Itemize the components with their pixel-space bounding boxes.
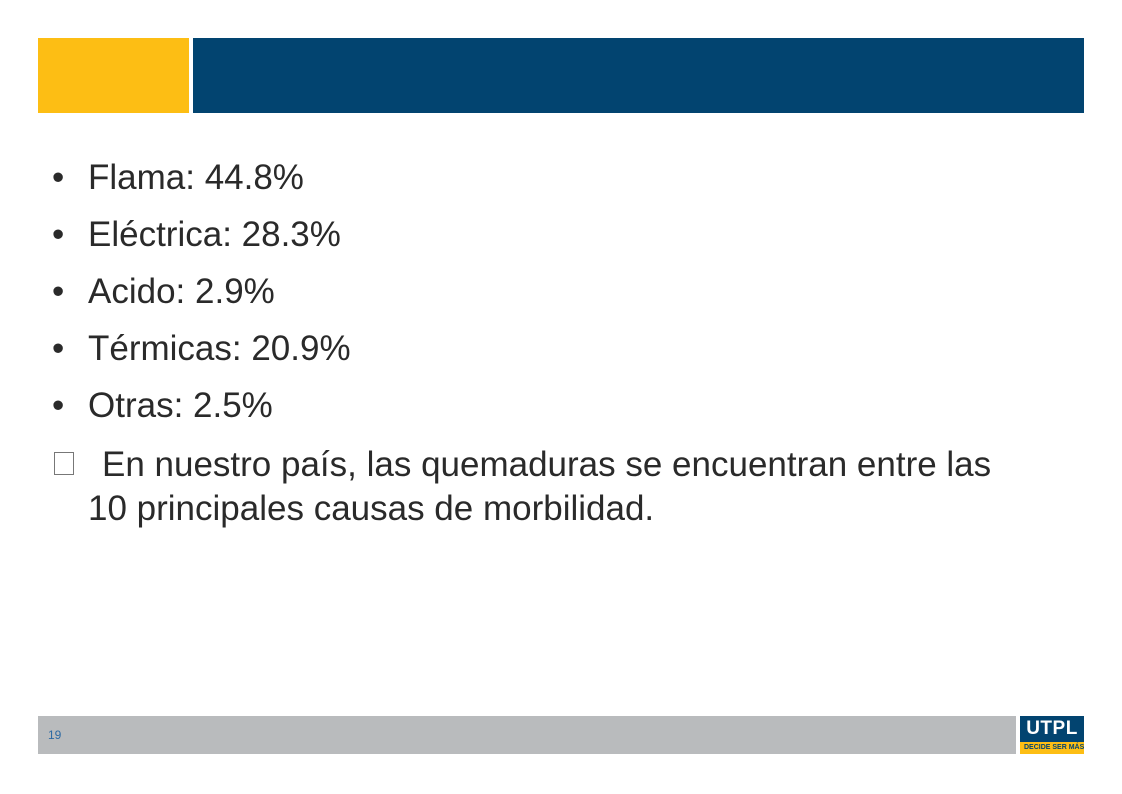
header-accent-block	[38, 38, 189, 113]
bullet-text: Acido: 2.9%	[88, 272, 275, 311]
bullet-item-termicas: • Térmicas: 20.9%	[52, 329, 1052, 386]
logo-tagline-band: DECIDE SER MÁS	[1020, 742, 1084, 754]
bullet-text: Eléctrica: 28.3%	[88, 215, 341, 254]
bullet-item-otras: • Otras: 2.5%	[52, 386, 1052, 443]
bullet-text: Flama: 44.8%	[88, 158, 304, 197]
bullet-dot: •	[52, 329, 65, 368]
logo-wordmark: UTPL	[1026, 718, 1078, 739]
slide-body: • Flama: 44.8% • Eléctrica: 28.3% • Acid…	[52, 158, 1052, 531]
bullet-dot: •	[52, 272, 65, 311]
bullet-dot: •	[52, 215, 65, 254]
bullet-text: Otras: 2.5%	[88, 386, 273, 425]
bullet-item-electrica: • Eléctrica: 28.3%	[52, 215, 1052, 272]
bullet-dot: •	[52, 158, 65, 197]
placeholder-box-icon	[54, 452, 74, 475]
bullet-item-acido: • Acido: 2.9%	[52, 272, 1052, 329]
utpl-logo: UTPL DECIDE SER MÁS	[1020, 716, 1084, 754]
bullet-item-flama: • Flama: 44.8%	[52, 158, 1052, 215]
logo-tagline: DECIDE SER MÁS	[1024, 744, 1085, 751]
note-text: En nuestro país, las quemaduras se encue…	[88, 445, 992, 528]
header-title-bar	[193, 38, 1084, 113]
bullet-text: Térmicas: 20.9%	[88, 329, 351, 368]
footer-bar	[38, 716, 1016, 754]
bullet-dot: •	[52, 386, 65, 425]
page-number: 19	[48, 728, 62, 742]
note-item: En nuestro país, las quemaduras se encue…	[52, 443, 1052, 531]
